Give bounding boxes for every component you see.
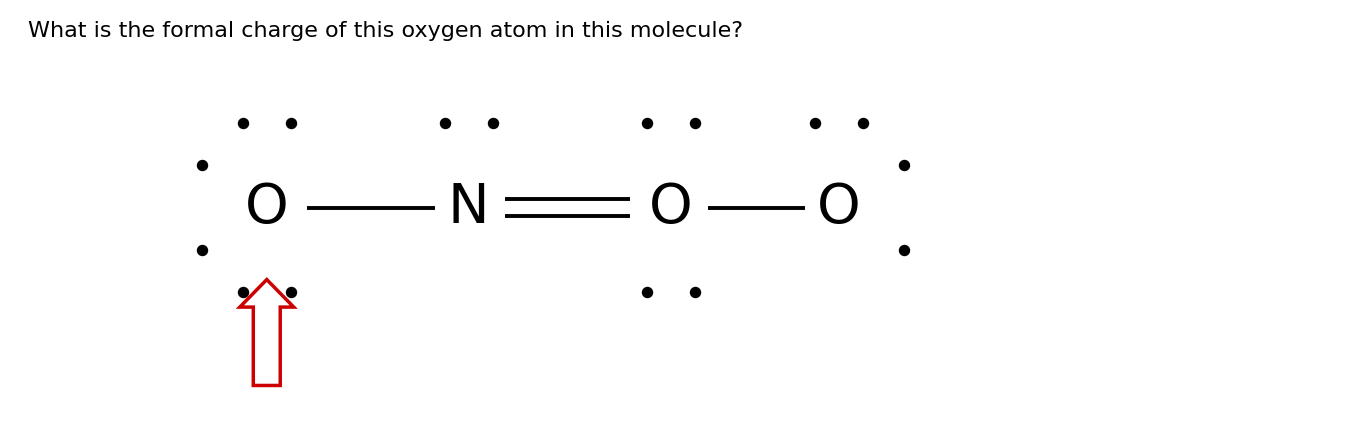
Text: What is the formal charge of this oxygen atom in this molecule?: What is the formal charge of this oxygen… [28,21,744,41]
Point [232,289,253,296]
Point [893,246,915,253]
Text: O: O [649,181,692,235]
Point [893,162,915,168]
Point [191,162,213,168]
Point [804,119,825,126]
Point [635,289,657,296]
Point [684,119,706,126]
Point [232,119,253,126]
Point [635,119,657,126]
Point [280,119,302,126]
Point [684,289,706,296]
Text: O: O [245,181,289,235]
Text: N: N [449,181,489,235]
Text: O: O [817,181,860,235]
Point [852,119,874,126]
Point [280,289,302,296]
Point [434,119,455,126]
Point [191,246,213,253]
Point [482,119,504,126]
